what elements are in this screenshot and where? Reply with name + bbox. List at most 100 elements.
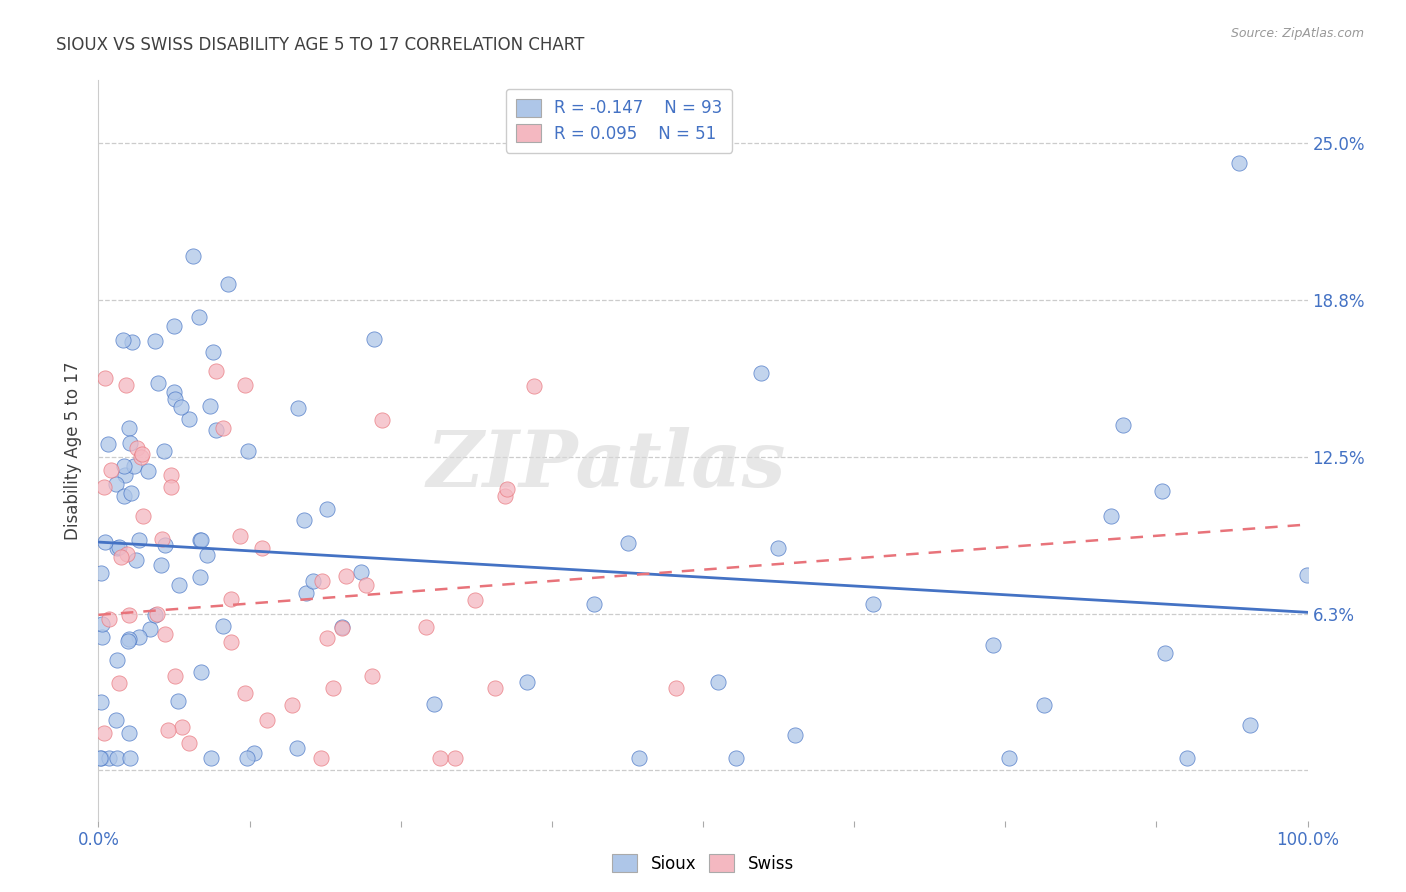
Point — [163, 669, 186, 683]
Point — [118, 751, 141, 765]
Point — [90, 751, 112, 765]
Point — [1099, 508, 1122, 523]
Point — [463, 593, 485, 607]
Point — [188, 570, 211, 584]
Point — [523, 379, 546, 393]
Point — [236, 751, 259, 765]
Point — [335, 569, 357, 583]
Point — [131, 446, 153, 460]
Point — [93, 480, 115, 494]
Point — [105, 751, 128, 765]
Point — [195, 549, 218, 563]
Point — [143, 334, 166, 349]
Point — [311, 574, 333, 588]
Point — [350, 565, 373, 579]
Point — [149, 558, 172, 572]
Point — [582, 597, 605, 611]
Point — [706, 675, 728, 690]
Point — [309, 751, 332, 765]
Point — [90, 566, 112, 580]
Point — [128, 533, 150, 547]
Point — [1033, 698, 1056, 712]
Point — [125, 441, 148, 455]
Point — [443, 751, 465, 765]
Point — [136, 464, 159, 478]
Point — [516, 674, 538, 689]
Point — [150, 532, 173, 546]
Point — [91, 616, 114, 631]
Point — [188, 533, 211, 548]
Point — [211, 420, 233, 434]
Point — [163, 318, 186, 333]
Point — [494, 489, 516, 503]
Point — [89, 696, 111, 710]
Point — [330, 620, 353, 634]
Point — [118, 725, 141, 739]
Point — [302, 574, 325, 589]
Point — [105, 653, 128, 667]
Point — [484, 681, 506, 696]
Point — [287, 401, 309, 415]
Point — [177, 736, 200, 750]
Point — [862, 597, 884, 611]
Point — [200, 751, 222, 765]
Point — [766, 541, 789, 555]
Point — [1154, 646, 1177, 660]
Point — [233, 377, 256, 392]
Legend: R = -0.147    N = 93, R = 0.095    N = 51: R = -0.147 N = 93, R = 0.095 N = 51 — [506, 88, 733, 153]
Point — [281, 698, 304, 713]
Point — [202, 345, 225, 359]
Point — [665, 681, 688, 695]
Point — [121, 334, 143, 349]
Point — [132, 509, 155, 524]
Point — [256, 713, 278, 727]
Point — [627, 751, 650, 765]
Point — [285, 740, 308, 755]
Point — [153, 626, 176, 640]
Point — [129, 450, 152, 464]
Point — [89, 751, 111, 765]
Point — [415, 620, 437, 634]
Point — [179, 412, 201, 426]
Point — [1295, 568, 1317, 582]
Y-axis label: Disability Age 5 to 17: Disability Age 5 to 17 — [65, 361, 83, 540]
Text: ZIPatlas: ZIPatlas — [426, 427, 786, 503]
Point — [165, 392, 187, 406]
Point — [783, 728, 806, 742]
Point — [152, 444, 174, 458]
Point — [114, 468, 136, 483]
Point — [1150, 483, 1173, 498]
Point — [1227, 155, 1250, 169]
Point — [105, 477, 128, 491]
Point — [118, 436, 141, 450]
Point — [211, 619, 233, 633]
Point — [322, 681, 344, 696]
Point — [252, 541, 274, 555]
Point — [115, 378, 138, 392]
Point — [94, 371, 117, 385]
Point — [1112, 417, 1135, 432]
Point — [233, 686, 256, 700]
Point — [170, 401, 193, 415]
Point — [118, 632, 141, 647]
Text: SIOUX VS SWISS DISABILITY AGE 5 TO 17 CORRELATION CHART: SIOUX VS SWISS DISABILITY AGE 5 TO 17 CO… — [56, 36, 585, 54]
Point — [423, 697, 446, 711]
Point — [146, 376, 169, 391]
Point — [998, 751, 1021, 765]
Point — [97, 751, 120, 765]
Point — [160, 480, 183, 494]
Point — [190, 533, 212, 548]
Point — [360, 669, 382, 683]
Point — [617, 536, 640, 550]
Point — [243, 746, 266, 760]
Point — [100, 463, 122, 477]
Point — [105, 714, 128, 728]
Point — [112, 333, 135, 347]
Point — [153, 538, 176, 552]
Point — [181, 249, 204, 263]
Point — [118, 420, 141, 434]
Point — [139, 622, 162, 636]
Point — [97, 436, 120, 450]
Point — [217, 277, 239, 291]
Point — [219, 635, 242, 649]
